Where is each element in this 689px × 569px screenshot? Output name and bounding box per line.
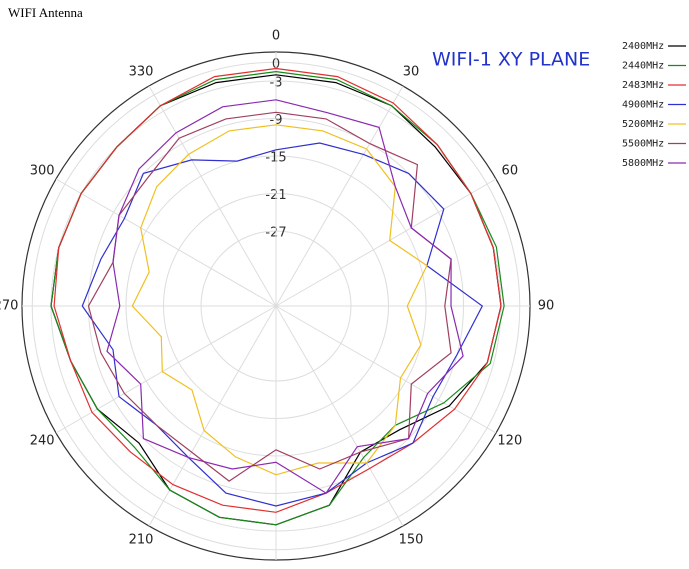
- series-line: [53, 67, 502, 513]
- grid-spoke: [275, 305, 404, 527]
- series-line: [106, 99, 464, 494]
- theta-tick-label: 330: [129, 65, 154, 80]
- grid-spoke: [148, 85, 277, 307]
- grid-spoke: [275, 305, 497, 434]
- theta-tick-label: 210: [129, 532, 154, 547]
- legend-label: 5500MHz: [622, 139, 664, 150]
- grid-spoke: [55, 305, 277, 434]
- legend-label: 2440MHz: [622, 61, 664, 72]
- theta-tick-label: 240: [30, 434, 55, 449]
- legend-label: 4900MHz: [622, 100, 664, 111]
- chart-title: WIFI-1 XY PLANE: [432, 49, 590, 71]
- theta-tick-label: 90: [538, 299, 555, 314]
- theta-tick-label: 30: [403, 65, 420, 80]
- legend-label: 2400MHz: [622, 41, 664, 52]
- theta-tick-label: 120: [497, 434, 522, 449]
- page-title: WIFI Antenna: [8, 5, 83, 20]
- theta-tick-label: 0: [272, 29, 280, 44]
- grid-spoke: [148, 305, 277, 527]
- grid-spoke: [275, 85, 404, 307]
- theta-tick-label: 300: [30, 164, 55, 179]
- theta-tick-label: 270: [0, 299, 18, 314]
- legend-label: 5800MHz: [622, 158, 664, 169]
- theta-tick-label: 60: [502, 164, 519, 179]
- grid-spoke: [275, 178, 497, 307]
- series-line: [81, 142, 484, 507]
- legend-label: 5200MHz: [622, 119, 664, 130]
- grid-spoke: [55, 178, 277, 307]
- legend-label: 2483MHz: [622, 80, 664, 91]
- series-line: [131, 124, 428, 476]
- theta-tick-label: 150: [399, 532, 424, 547]
